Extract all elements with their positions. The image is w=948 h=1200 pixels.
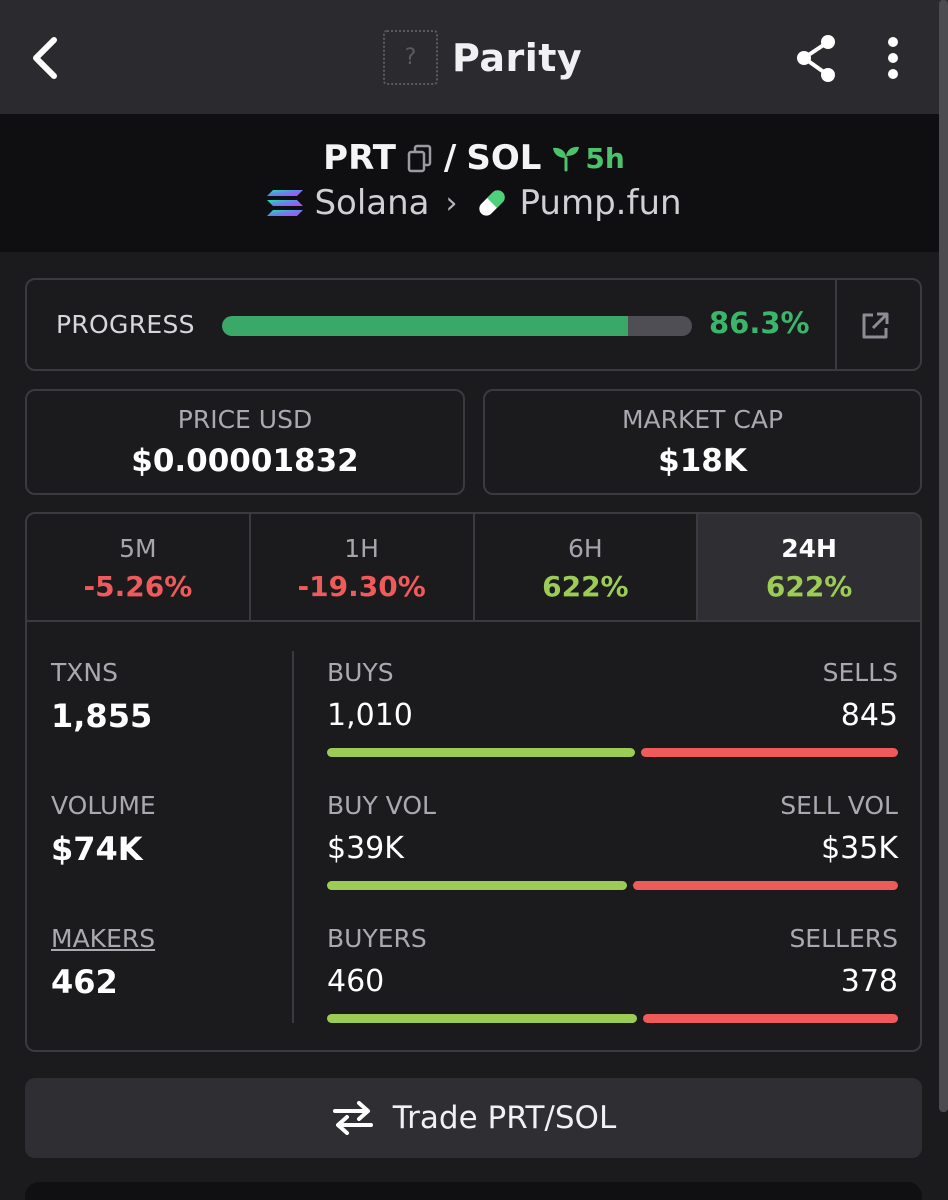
top-app-bar: ? Parity	[0, 0, 948, 114]
scrollbar[interactable]	[939, 0, 948, 1112]
pair-age-value: 5h	[585, 141, 625, 175]
pill-icon	[478, 190, 505, 216]
buy-vol-bar-segment	[327, 881, 627, 890]
tab-1h-change: -19.30%	[297, 570, 426, 603]
token-logo-placeholder: ?	[383, 30, 438, 85]
base-token-symbol: PRT	[323, 138, 396, 178]
buyers-bar-segment	[327, 1014, 638, 1023]
seedling-icon	[553, 146, 580, 172]
makers-link[interactable]: MAKERS	[51, 924, 156, 953]
buys-sells-row: BUYS SELLS 1,010 845	[327, 658, 898, 758]
price-usd-value: $0.00001832	[131, 443, 359, 479]
tab-1h[interactable]: 1H -19.30%	[251, 514, 475, 620]
tab-24h-label: 24H	[781, 534, 837, 563]
open-external-button[interactable]	[859, 310, 891, 342]
price-usd-card: PRICE USD $0.00001832	[25, 389, 465, 495]
txns-stat: TXNS 1,855	[51, 658, 152, 735]
page-title: Parity	[452, 36, 583, 80]
chain-breadcrumb: Solana › Pump.fun	[0, 180, 948, 226]
price-usd-label: PRICE USD	[177, 405, 313, 434]
buyers-value: 460	[327, 964, 385, 999]
progress-bar	[222, 316, 692, 336]
timeframe-stats-card: 5M -5.26% 1H -19.30% 6H 622% 24H 622% TX…	[25, 512, 922, 1052]
sell-vol-value: $35K	[821, 831, 898, 866]
sellers-value: 378	[840, 964, 898, 999]
buyers-label: BUYERS	[327, 924, 427, 953]
volume-value: $74K	[51, 830, 143, 868]
tab-5m[interactable]: 5M -5.26%	[27, 514, 251, 620]
progress-bar-fill	[222, 316, 628, 336]
sell-vol-label: SELL VOL	[780, 791, 898, 820]
txns-value: 1,855	[51, 697, 153, 735]
breadcrumb-separator: ›	[445, 185, 458, 221]
tab-5m-label: 5M	[119, 534, 157, 563]
swap-arrows-icon	[332, 1101, 373, 1135]
market-cap-value: $18K	[658, 443, 747, 479]
txns-label: TXNS	[51, 658, 118, 687]
next-section-card	[25, 1182, 922, 1200]
buy-vol-label: BUY VOL	[327, 791, 436, 820]
makers-stat: MAKERS 462	[51, 924, 155, 1001]
sells-label: SELLS	[822, 658, 898, 687]
stats-column-divider	[292, 651, 294, 1023]
back-arrow-icon	[33, 37, 57, 79]
tab-5m-change: -5.26%	[83, 570, 193, 603]
buyers-sellers-row: BUYERS SELLERS 460 378	[327, 924, 898, 1024]
bonding-progress-card: PROGRESS 86.3%	[25, 278, 922, 371]
market-cap-card: MARKET CAP $18K	[483, 389, 922, 495]
trade-button-label: Trade PRT/SOL	[392, 1100, 617, 1136]
progress-label: PROGRESS	[56, 310, 195, 339]
back-button[interactable]	[22, 30, 74, 86]
dex-name[interactable]: Pump.fun	[519, 183, 682, 223]
market-cap-label: MARKET CAP	[621, 405, 784, 434]
sells-value: 845	[840, 698, 898, 733]
tab-24h-change: 622%	[765, 570, 853, 603]
buys-sells-bar	[327, 748, 898, 757]
buyers-sellers-bar	[327, 1014, 898, 1023]
share-button[interactable]	[790, 30, 844, 86]
trade-button[interactable]: Trade PRT/SOL	[25, 1078, 922, 1158]
buy-vol-value: $39K	[327, 831, 404, 866]
external-link-icon	[862, 312, 889, 339]
timeframe-tabs: 5M -5.26% 1H -19.30% 6H 622% 24H 622%	[27, 514, 920, 622]
pair-title: PRT / SOL 5h	[0, 136, 948, 180]
tab-6h-label: 6H	[568, 534, 603, 563]
volume-label: VOLUME	[51, 791, 156, 820]
tab-6h[interactable]: 6H 622%	[475, 514, 699, 620]
solana-logo-icon	[267, 190, 304, 216]
more-vertical-icon	[888, 37, 898, 79]
sells-bar-segment	[640, 748, 898, 757]
tab-24h[interactable]: 24H 622%	[698, 514, 920, 620]
tab-1h-label: 1H	[344, 534, 379, 563]
share-icon	[797, 35, 835, 82]
pair-separator: /	[443, 138, 457, 178]
buy-sell-volume-bar	[327, 881, 898, 890]
buys-value: 1,010	[327, 698, 413, 733]
tab-6h-change: 622%	[542, 570, 629, 603]
sellers-bar-segment	[643, 1014, 898, 1023]
sellers-label: SELLERS	[789, 924, 898, 953]
buys-bar-segment	[327, 748, 635, 757]
sell-vol-bar-segment	[632, 881, 898, 890]
makers-value: 462	[51, 963, 118, 1001]
more-options-button[interactable]	[876, 32, 910, 84]
volume-stat: VOLUME $74K	[51, 791, 156, 868]
pair-header: PRT / SOL 5h	[0, 114, 948, 252]
chain-name[interactable]: Solana	[314, 183, 430, 223]
buys-label: BUYS	[327, 658, 394, 687]
quote-token-symbol: SOL	[466, 138, 542, 178]
buy-sell-volume-row: BUY VOL SELL VOL $39K $35K	[327, 791, 898, 891]
progress-divider	[835, 280, 837, 369]
pair-age: 5h	[551, 141, 625, 175]
copy-address-icon[interactable]	[406, 143, 434, 173]
progress-value: 86.3%	[709, 306, 810, 340]
